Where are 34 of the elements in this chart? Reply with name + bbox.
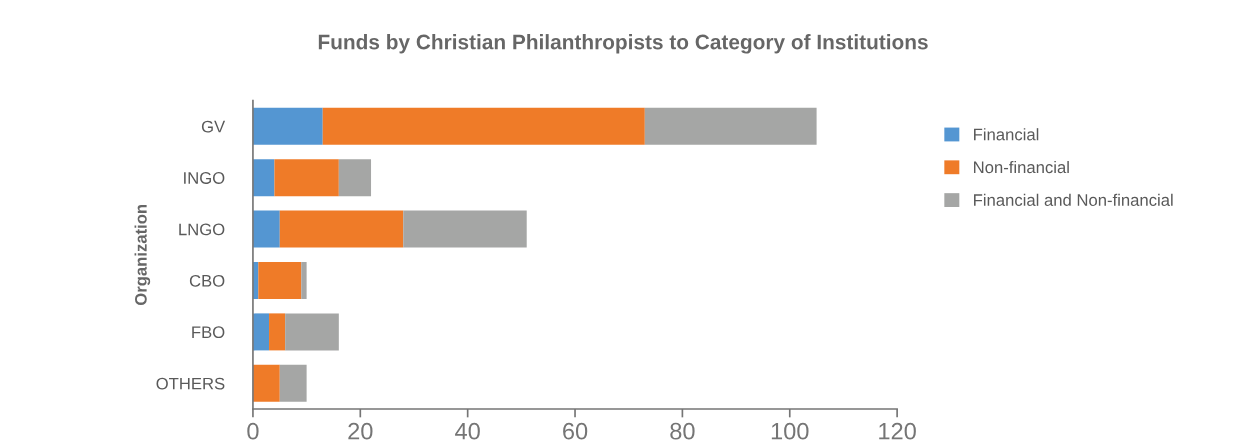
x-tick-label: 40 — [455, 422, 480, 440]
bar — [279, 364, 307, 402]
legend-label: Financial and Non-financial — [974, 193, 1173, 206]
legend-label: Non-financial — [974, 160, 1069, 174]
chart-title: Funds by Christian Philanthropists to Category of Institutions — [318, 34, 928, 54]
y-tick-label: OTHERS — [156, 377, 225, 390]
bar — [269, 313, 286, 351]
x-tick-label: 120 — [879, 422, 916, 440]
x-tick-label: 20 — [348, 422, 373, 440]
y-tick-label: CBO — [189, 274, 225, 287]
x-tick-label: 0 — [247, 422, 259, 440]
bar — [252, 313, 270, 351]
y-tick-label: GV — [201, 120, 226, 133]
bar — [252, 210, 280, 248]
bar — [258, 261, 302, 299]
y-axis-title: Organization — [134, 204, 151, 306]
y-tick-label: FBO — [192, 326, 225, 339]
bar — [301, 261, 307, 299]
y-tick-label: INGO — [184, 172, 225, 184]
bar — [338, 159, 372, 197]
bar — [252, 159, 275, 197]
bar — [403, 210, 527, 248]
legend-label: Financial — [974, 128, 1039, 141]
bar — [279, 210, 404, 248]
bar — [274, 159, 339, 197]
y-tick-label: LNGO — [179, 223, 225, 236]
x-tick-label: 60 — [563, 422, 588, 440]
x-tick-label: 100 — [771, 422, 809, 440]
bar — [252, 107, 323, 145]
bar — [322, 107, 645, 145]
x-tick-label: 80 — [670, 422, 695, 440]
bar — [644, 107, 817, 145]
bar — [285, 313, 339, 351]
bar — [252, 364, 280, 402]
